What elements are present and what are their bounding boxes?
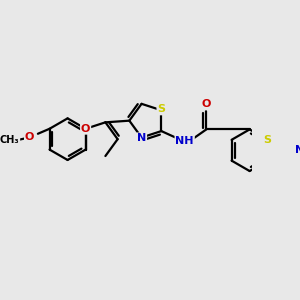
Text: NH: NH [176, 136, 194, 146]
Text: O: O [202, 99, 211, 110]
Text: N: N [295, 145, 300, 155]
Text: O: O [25, 132, 34, 142]
Text: S: S [158, 104, 165, 114]
Text: O: O [81, 124, 90, 134]
Text: S: S [264, 135, 272, 145]
Text: CH₃: CH₃ [0, 135, 20, 146]
Text: N: N [137, 133, 146, 143]
